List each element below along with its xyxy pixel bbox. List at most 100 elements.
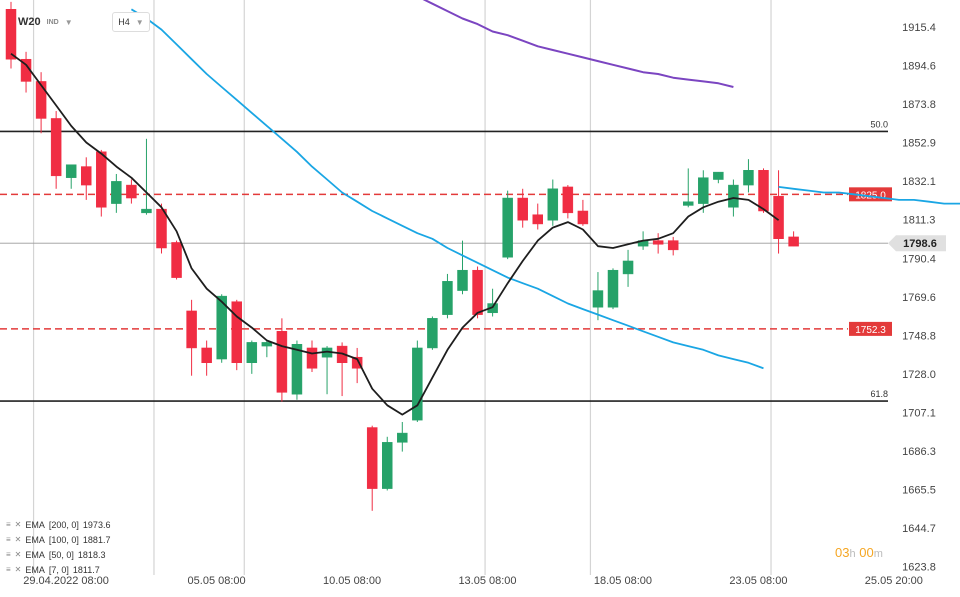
y-tick-label: 1852.9 (902, 138, 936, 150)
candle (351, 347, 363, 384)
countdown-minutes: 00 (859, 545, 874, 560)
candle-body (366, 427, 378, 489)
y-tick-label: 1686.3 (902, 446, 936, 458)
candle (382, 436, 393, 491)
candle-body (652, 240, 664, 245)
candle-body (728, 184, 739, 208)
timeframe-select[interactable]: H4 ▼ (112, 12, 150, 32)
candle-body (412, 347, 423, 421)
instrument-header[interactable]: W20 IND ▼ (18, 12, 73, 32)
fibo-level-label: 61.8 (870, 389, 888, 399)
ema50-line (778, 186, 960, 205)
candle (366, 425, 378, 511)
candle (171, 240, 182, 280)
candle (743, 159, 754, 193)
close-icon[interactable]: ✕ (14, 535, 22, 544)
legend-row[interactable]: ≡ ✕ EMA [100, 0] 1881.7 (6, 532, 110, 547)
y-tick-label: 1728.0 (902, 369, 936, 381)
candle-body (5, 9, 17, 60)
legend-row[interactable]: ≡ ✕ EMA [200, 0] 1973.6 (6, 517, 110, 532)
current-price-label: 1798.6 (903, 238, 937, 250)
candle (502, 190, 513, 260)
candle-body (141, 208, 152, 214)
candle (532, 203, 543, 230)
indicator-legend: ≡ ✕ EMA [200, 0] 1973.6 ≡ ✕ EMA [100, 0]… (6, 517, 110, 577)
candle-body (171, 242, 182, 278)
candle-body (351, 356, 363, 369)
candle-body (622, 260, 634, 275)
y-tick-label: 1644.7 (902, 523, 936, 535)
candle-body (743, 170, 754, 186)
y-tick-label: 1894.6 (902, 61, 936, 73)
candle-body (156, 208, 167, 249)
candle (35, 72, 47, 134)
candle-body (592, 290, 604, 308)
candle-body (382, 442, 393, 489)
y-tick-label: 1790.4 (902, 253, 936, 265)
lines-icon[interactable]: ≡ (6, 535, 11, 544)
candle (472, 266, 483, 319)
candle (683, 168, 694, 208)
candle (713, 171, 724, 184)
candle-body (216, 295, 227, 360)
candle (156, 203, 167, 254)
y-tick-label: 1748.8 (902, 330, 936, 342)
candle-body (65, 164, 77, 178)
candle (201, 340, 212, 376)
ema50-line (130, 8, 764, 370)
legend-label: EMA (25, 519, 45, 530)
symbol-label[interactable]: W20 (18, 16, 41, 28)
candle (111, 173, 122, 213)
close-icon[interactable]: ✕ (14, 550, 22, 559)
candle-body (306, 347, 318, 369)
candle-body (231, 301, 242, 364)
chevron-down-icon[interactable]: ▼ (64, 17, 73, 27)
candle (698, 170, 709, 213)
lines-icon[interactable]: ≡ (6, 565, 11, 574)
lines-icon[interactable]: ≡ (6, 550, 11, 559)
candle (50, 111, 62, 189)
candle-body (276, 331, 288, 393)
y-tick-label: 1811.3 (903, 215, 936, 227)
candle (758, 168, 769, 213)
x-tick-label: 05.05 08:00 (188, 575, 246, 587)
candle-body (683, 201, 694, 206)
lines-icon[interactable]: ≡ (6, 520, 11, 529)
candle (216, 294, 227, 363)
candle (442, 273, 453, 319)
legend-label: EMA (25, 549, 45, 560)
candle (397, 421, 408, 452)
candle (457, 240, 468, 295)
candle (276, 318, 288, 402)
candle (5, 1, 17, 69)
candle-body (517, 197, 528, 221)
ema200-line (422, 0, 734, 88)
candle-body (788, 236, 799, 247)
legend-row[interactable]: ≡ ✕ EMA [7, 0] 1811.7 (6, 562, 110, 577)
candle-body (291, 343, 303, 395)
timeframe-label: H4 (118, 17, 130, 27)
y-tick-label: 1707.1 (902, 408, 936, 420)
candle-body (713, 171, 724, 180)
fibo-level-label: 50.0 (870, 119, 888, 129)
candle (788, 231, 799, 247)
legend-row[interactable]: ≡ ✕ EMA [50, 0] 1818.3 (6, 547, 110, 562)
chevron-down-icon: ▼ (135, 17, 144, 27)
index-tag: IND (46, 18, 59, 26)
y-tick-label: 1769.6 (902, 292, 936, 304)
candle (622, 249, 634, 287)
legend-label: EMA (25, 564, 45, 575)
candle (126, 179, 137, 204)
candle-body (427, 318, 438, 349)
x-tick-label: 23.05 08:00 (729, 575, 787, 587)
candle-body (50, 118, 62, 177)
legend-label: EMA (25, 534, 45, 545)
candle-body (261, 342, 273, 347)
candle (141, 138, 152, 215)
legend-value: 1818.3 (77, 549, 106, 560)
close-icon[interactable]: ✕ (14, 565, 22, 574)
candle-body (667, 240, 679, 251)
close-icon[interactable]: ✕ (14, 520, 22, 529)
candle-body (607, 269, 619, 308)
